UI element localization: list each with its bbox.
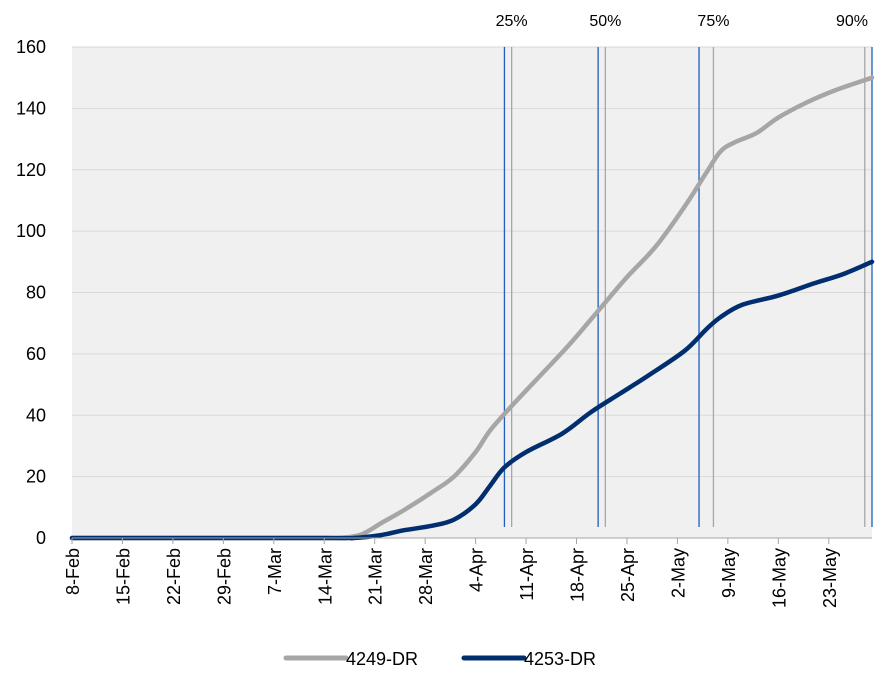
x-tick-label: 18-Apr [568, 548, 588, 602]
series-line-4253-dr [69, 259, 875, 541]
x-tick-label: 15-Feb [113, 548, 133, 605]
x-tick-label: 25-Apr [618, 548, 638, 602]
y-tick-label: 160 [16, 37, 46, 57]
marker-label: 50% [589, 13, 621, 30]
legend-label: 4253-DR [524, 649, 596, 669]
y-tick-label: 40 [26, 405, 46, 425]
x-tick-label: 23-May [820, 548, 840, 608]
marker-lines: 25% 50% 75% 90% [496, 13, 873, 527]
y-tick-label: 80 [26, 283, 46, 303]
x-tick-label: 9-May [719, 548, 739, 598]
series-lines [69, 75, 875, 541]
y-tick-label: 120 [16, 160, 46, 180]
legend: 4249-DR 4253-DR [283, 649, 596, 669]
x-tick-label: 7-Mar [265, 548, 285, 595]
marker-label: 25% [496, 13, 528, 30]
series-line-4249-dr [69, 75, 875, 541]
axes: 0 20 40 60 80 100 120 140 160 8-Feb 15-Feb 22-Feb 29… [16, 37, 872, 608]
x-tick-label: 22-Feb [164, 548, 184, 605]
legend-label: 4249-DR [346, 649, 418, 669]
y-tick-label: 100 [16, 221, 46, 241]
marker-label: 75% [697, 13, 729, 30]
x-tick-label: 2-May [668, 548, 688, 598]
y-tick-label: 60 [26, 344, 46, 364]
x-tick-label: 28-Mar [416, 548, 436, 605]
marker-label: 90% [836, 13, 868, 30]
x-tick-label: 8-Feb [63, 548, 83, 595]
y-tick-label: 0 [36, 528, 46, 548]
y-tick-label: 140 [16, 98, 46, 118]
x-tick-label: 4-Apr [467, 548, 487, 592]
x-tick-label: 21-Mar [366, 548, 386, 605]
x-tick-label: 29-Feb [214, 548, 234, 605]
x-tick-label: 14-Mar [315, 548, 335, 605]
y-tick-label: 20 [26, 467, 46, 487]
gridlines [72, 46, 872, 478]
x-tick-label: 11-Apr [517, 548, 537, 601]
x-tick-label: 16-May [769, 548, 789, 608]
